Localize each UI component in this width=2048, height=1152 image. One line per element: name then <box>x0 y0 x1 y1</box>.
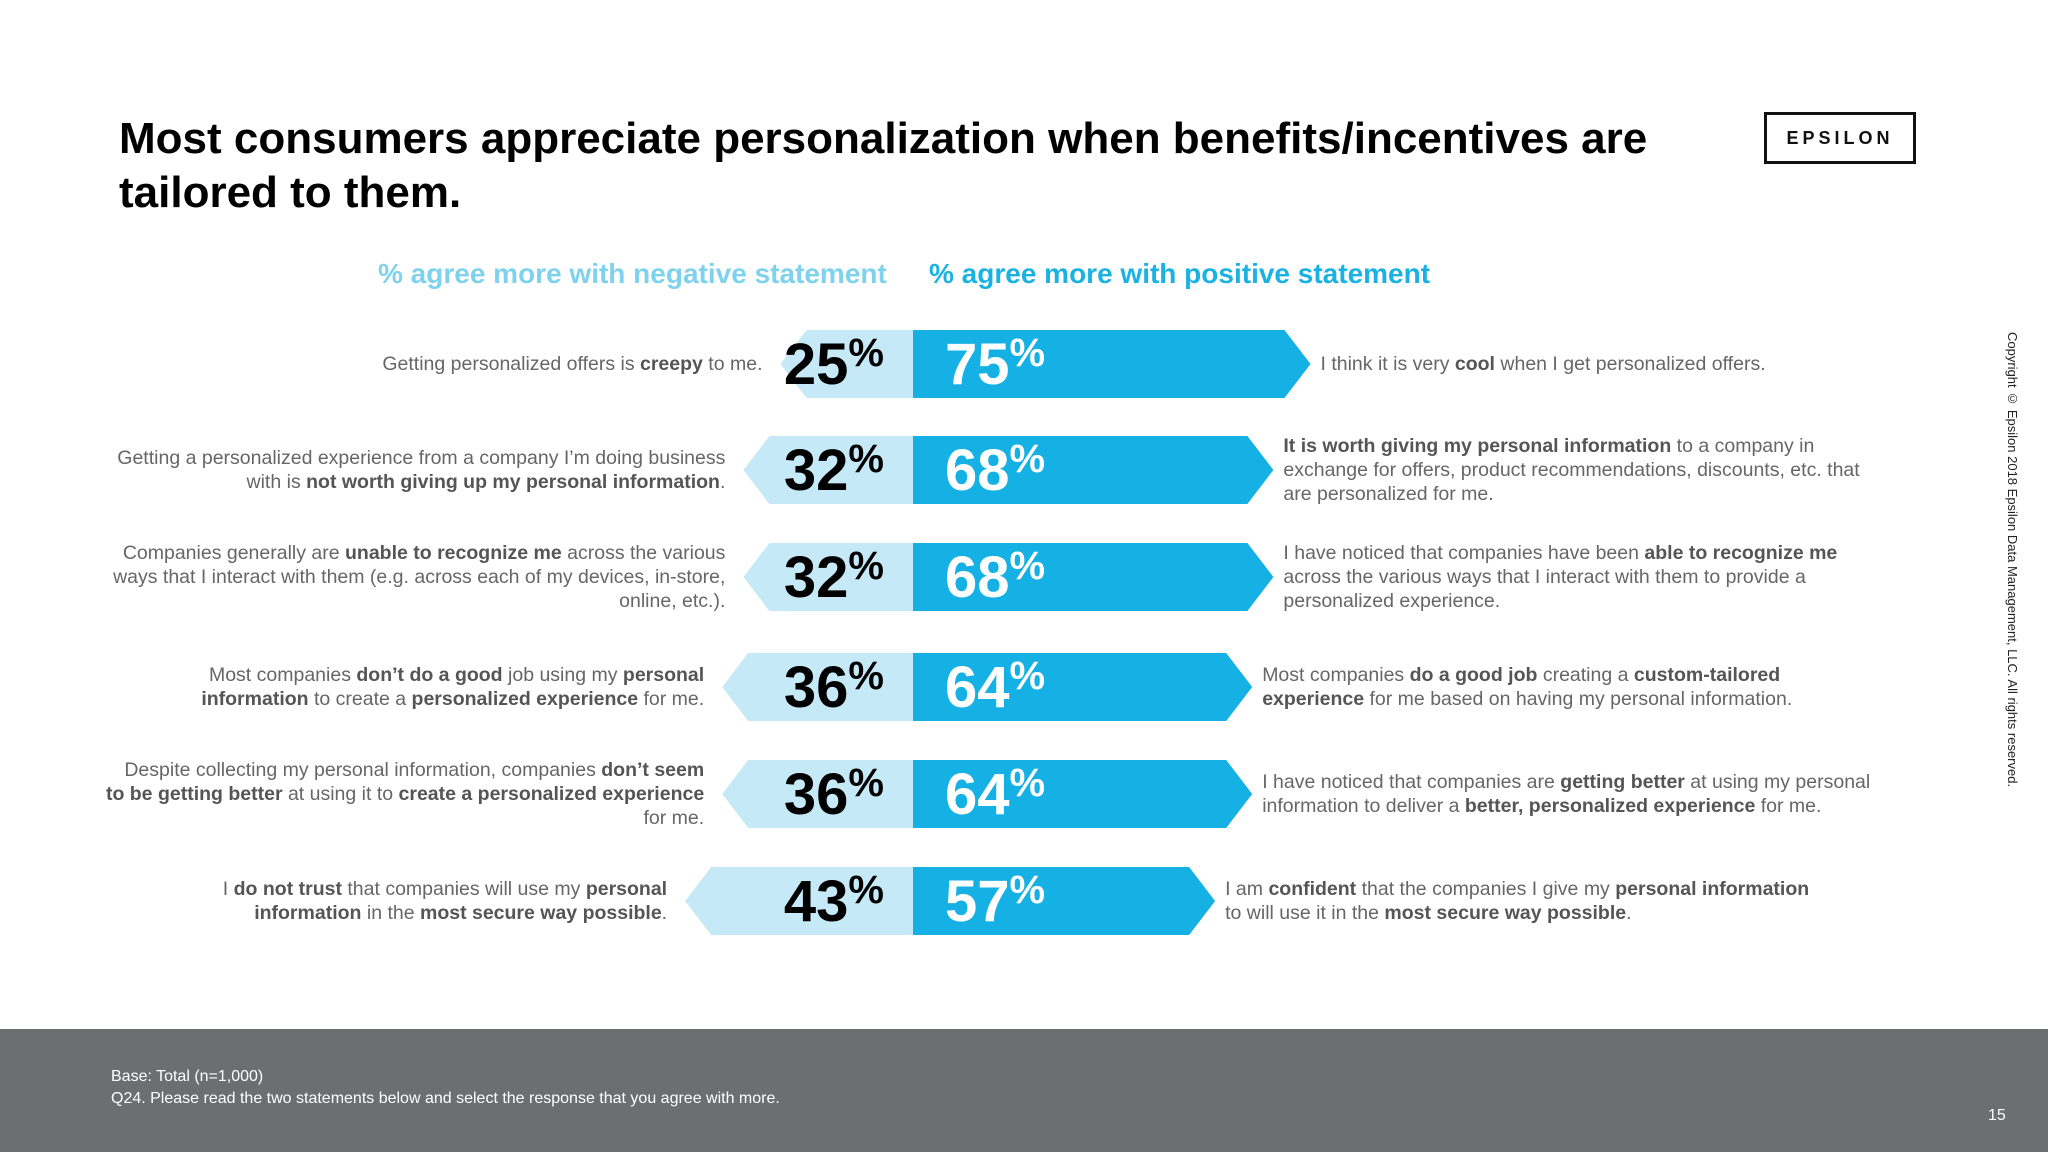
bar-positive <box>913 436 1274 504</box>
statement-text: to a company in exchange for offers, pro… <box>1283 435 1860 505</box>
negative-statement: Despite collecting my personal informati… <box>104 758 704 830</box>
statement-text: for me. <box>643 807 705 829</box>
statement-text: I have noticed that companies have been <box>1283 542 1645 564</box>
bar-positive <box>913 653 1253 721</box>
negative-statement: Companies generally are unable to recogn… <box>105 541 725 613</box>
emphasis-text: custom-tailored experience <box>1262 664 1781 710</box>
value-label-positive: 64% <box>945 654 1045 720</box>
statement-text: in the <box>361 902 420 924</box>
statement-text: Companies generally are <box>122 542 346 564</box>
statement-text: I am <box>1225 878 1269 900</box>
emphasis-text: able to recognize me <box>1644 542 1838 564</box>
emphasis-text: most secure way possible <box>1384 902 1627 924</box>
bar-negative <box>780 330 913 398</box>
statement-text: for me. <box>638 688 705 710</box>
emphasis-text: getting better <box>1560 771 1685 793</box>
statement-text: to will use it in the <box>1225 902 1385 924</box>
emphasis-text: better, personalized experience <box>1464 795 1756 817</box>
bar-negative <box>685 867 913 935</box>
statement-text: to me. <box>702 353 763 375</box>
value-label-negative: 43% <box>784 868 884 934</box>
statement-text: I have noticed that companies are <box>1262 771 1561 793</box>
bar-negative <box>743 436 913 504</box>
value-label-negative: 36% <box>784 654 884 720</box>
bar-positive <box>913 867 1216 935</box>
legend-negative: % agree more with negative statement <box>378 258 887 289</box>
bar-negative <box>722 653 913 721</box>
footer-base: Base: Total (n=1,000) <box>111 1068 264 1085</box>
statement-text: . <box>661 902 668 924</box>
emphasis-text: personalized experience <box>411 688 639 710</box>
statement-text: for me. <box>1755 795 1822 817</box>
value-label-negative: 32% <box>784 437 884 503</box>
negative-statement: Getting a personalized experience from a… <box>105 446 725 494</box>
statement-text: when I get personalized offers. <box>1494 353 1766 375</box>
copyright-notice: Copyright © Epsilon 2018 Epsilon Data Ma… <box>2005 332 2020 788</box>
statement-text: Most companies <box>1262 664 1410 686</box>
statement-text: Getting a personalized experience from a… <box>117 447 726 493</box>
statement-text: Most companies <box>208 664 357 686</box>
emphasis-text: unable to recognize me <box>345 542 562 564</box>
emphasis-text: creepy <box>640 353 703 375</box>
statement-text: I think it is very <box>1320 353 1455 375</box>
value-label-negative: 32% <box>784 544 884 610</box>
negative-statement: Most companies don’t do a good job using… <box>134 663 704 711</box>
statement-text: . <box>719 471 726 493</box>
emphasis-text: personal information <box>201 664 705 710</box>
statement-text: job using my <box>502 664 623 686</box>
emphasis-text: not worth giving up my personal informat… <box>306 471 720 493</box>
statement-text: that companies will use my <box>341 878 586 900</box>
emphasis-text: personal information <box>1615 878 1810 900</box>
positive-statement: Most companies do a good job creating a … <box>1262 663 1852 711</box>
positive-statement: I am confident that the companies I give… <box>1225 877 1815 925</box>
emphasis-text: do not trust <box>233 878 342 900</box>
emphasis-text: do a good job <box>1409 664 1538 686</box>
statement-text: creating a <box>1537 664 1634 686</box>
emphasis-text: cool <box>1454 353 1495 375</box>
bar-positive <box>913 543 1274 611</box>
bar-positive <box>913 330 1311 398</box>
emphasis-text: don’t do a good <box>356 664 503 686</box>
epsilon-logo: EPSILON <box>1764 112 1916 164</box>
value-label-positive: 64% <box>945 761 1045 827</box>
bar-positive <box>913 760 1253 828</box>
footer-bar: Base: Total (n=1,000) Q24. Please read t… <box>0 1029 2048 1152</box>
value-label-negative: 36% <box>784 761 884 827</box>
statement-text: Despite collecting my personal informati… <box>124 759 602 781</box>
emphasis-text: confident <box>1268 878 1357 900</box>
positive-statement: It is worth giving my personal informati… <box>1283 434 1873 506</box>
emphasis-text: create a personalized experience <box>398 783 705 805</box>
value-label-negative: 25% <box>784 331 884 397</box>
emphasis-text: don’t seem to be getting better <box>105 759 705 805</box>
bar-negative <box>743 543 913 611</box>
page-number: 15 <box>1988 1107 2006 1124</box>
statement-text: at using my personal information to deli… <box>1262 771 1871 817</box>
footer-question: Q24. Please read the two statements belo… <box>111 1090 780 1107</box>
negative-statement: I do not trust that companies will use m… <box>147 877 667 925</box>
statement-text: that the companies I give my <box>1356 878 1616 900</box>
bar-negative <box>722 760 913 828</box>
emphasis-text: most secure way possible <box>419 902 662 924</box>
value-label-positive: 68% <box>945 544 1045 610</box>
value-label-positive: 68% <box>945 437 1045 503</box>
page-title: Most consumers appreciate personalizatio… <box>119 114 1648 217</box>
emphasis-text: personal information <box>254 878 668 924</box>
value-label-positive: 57% <box>945 868 1045 934</box>
positive-statement: I have noticed that companies are gettin… <box>1262 770 1902 818</box>
positive-statement: I have noticed that companies have been … <box>1283 541 1873 613</box>
statement-text: Getting personalized offers is <box>382 353 640 375</box>
statement-text: . <box>1626 902 1632 924</box>
statement-text: I <box>222 878 234 900</box>
statement-text: across the various ways that I interact … <box>113 542 726 612</box>
emphasis-text: It is worth giving my personal informati… <box>1283 435 1672 457</box>
negative-statement: Getting personalized offers is creepy to… <box>123 352 763 376</box>
statement-text: across the various ways that I interact … <box>1283 566 1806 612</box>
statement-text: at using it to <box>282 783 399 805</box>
statement-text: to create a <box>308 688 412 710</box>
statement-text: for me based on having my personal infor… <box>1364 688 1793 710</box>
value-label-positive: 75% <box>945 331 1045 397</box>
positive-statement: I think it is very cool when I get perso… <box>1321 352 1881 376</box>
legend-positive: % agree more with positive statement <box>929 258 1431 289</box>
